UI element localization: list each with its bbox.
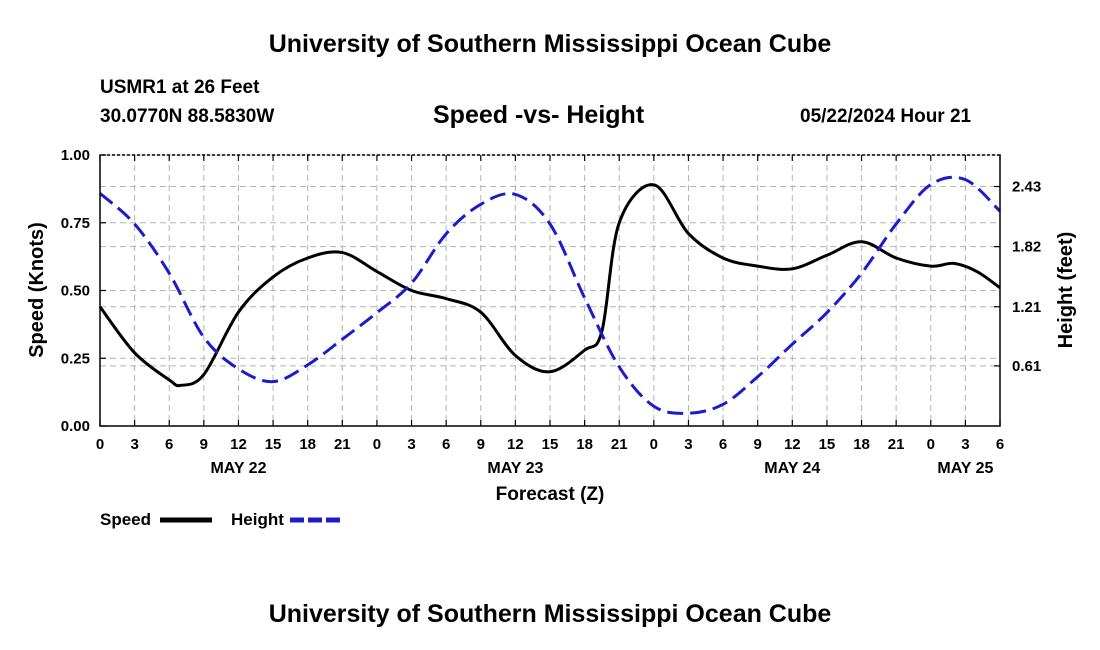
- x-tick-label: 18: [853, 436, 870, 453]
- series-line-height: [99, 175, 1002, 415]
- y-tick-label: 0.75: [61, 215, 90, 232]
- x-tick-label: 3: [407, 436, 415, 453]
- x-tick-label: 3: [684, 436, 692, 453]
- x-tick-label: 6: [996, 436, 1004, 453]
- x-tick-label: 6: [442, 436, 450, 453]
- x-tick-label: 0: [96, 436, 104, 453]
- page-title-top: University of Southern Mississippi Ocean…: [268, 30, 832, 58]
- x-tick-label: 21: [888, 436, 905, 453]
- x-tick-label: 21: [334, 436, 351, 453]
- x-tick-label: 3: [130, 436, 138, 453]
- x-tick-label: 15: [265, 436, 282, 453]
- y2-tick-label: 2.43: [1012, 179, 1041, 196]
- y-tick-label: 1.00: [61, 147, 90, 164]
- x-day-label: MAY 25: [937, 460, 993, 477]
- x-tick-label: 18: [299, 436, 316, 453]
- x-tick-label: 9: [477, 436, 485, 453]
- grid-lines: [100, 155, 1000, 426]
- y-tick-label: 0.25: [61, 350, 90, 367]
- x-tick-label: 18: [576, 436, 593, 453]
- x-tick-label: 6: [719, 436, 727, 453]
- x-tick-label: 3: [961, 436, 969, 453]
- x-tick-label: 6: [165, 436, 173, 453]
- page-title-bottom: University of Southern Mississippi Ocean…: [268, 600, 832, 628]
- x-tick-label: 15: [819, 436, 836, 453]
- y2-tick-label: 1.82: [1012, 239, 1041, 256]
- y-tick-label: 0.50: [61, 283, 90, 300]
- series-lines: [98, 175, 1002, 415]
- y2-axis-label: Height (feet): [1055, 232, 1077, 349]
- legend-speed-label: Speed: [100, 510, 152, 529]
- forecast-datetime: 05/22/2024 Hour 21: [800, 106, 972, 127]
- x-tick-label: 15: [542, 436, 559, 453]
- legend-height-label: Height: [231, 510, 284, 529]
- y2-tick-label: 0.61: [1012, 358, 1041, 375]
- y-tick-label: 0.00: [61, 418, 90, 435]
- x-day-label: MAY 24: [764, 460, 820, 477]
- chart-title: Speed -vs- Height: [433, 101, 645, 129]
- x-tick-label: 9: [200, 436, 208, 453]
- x-tick-label: 12: [507, 436, 524, 453]
- x-tick-label: 12: [230, 436, 247, 453]
- y2-tick-label: 1.21: [1012, 299, 1041, 316]
- x-axis-label: Forecast (Z): [496, 484, 605, 505]
- x-tick-label: 21: [611, 436, 628, 453]
- x-tick-label: 0: [373, 436, 381, 453]
- legend-height-swatch: [290, 517, 344, 523]
- x-day-label: MAY 22: [210, 460, 266, 477]
- x-tick-label: 0: [927, 436, 935, 453]
- x-tick-label: 12: [784, 436, 801, 453]
- x-tick-label: 0: [650, 436, 658, 453]
- station-location: 30.0770N 88.5830W: [100, 106, 275, 127]
- legend-speed-swatch: [160, 517, 212, 523]
- axis-ticks: 0 3 6 9 12 15 18 21 0 3 6 9 12 15 18 21 0 3 6 9 12 15 18 21 0 3 6M…: [61, 147, 1041, 477]
- x-tick-label: 9: [754, 436, 762, 453]
- y-axis-label: Speed (Knots): [26, 222, 48, 358]
- station-name: USMR1 at 26 Feet: [100, 77, 260, 98]
- series-line-speed: [98, 183, 1001, 388]
- x-day-label: MAY 23: [487, 460, 543, 477]
